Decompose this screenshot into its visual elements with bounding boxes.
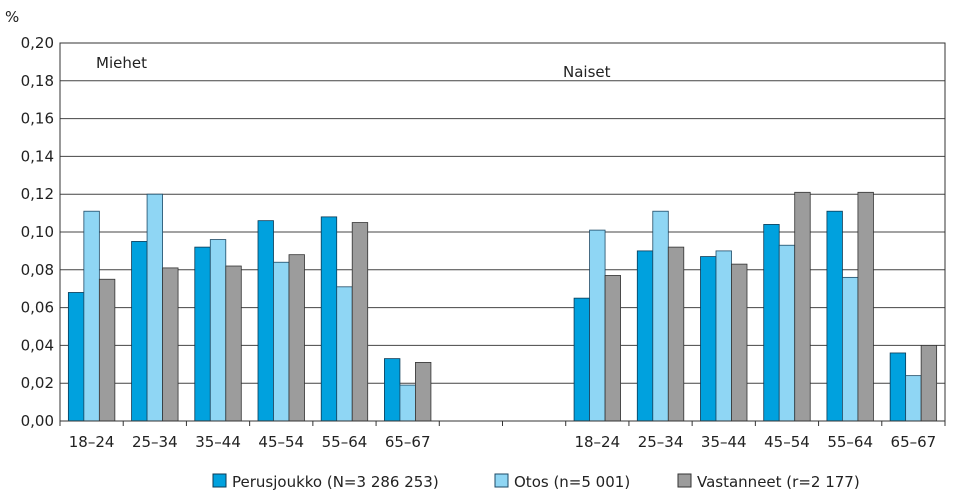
bar: [573, 297, 590, 422]
bar: [225, 265, 242, 422]
y-tick-label: 0,18: [21, 72, 54, 90]
plot-frame: [59, 42, 946, 422]
bar: [257, 220, 274, 422]
legend-label: Vastanneet (r=2 177): [697, 473, 860, 491]
y-tick-label: 0,10: [21, 223, 54, 241]
bar: [889, 352, 907, 422]
bar: [826, 210, 843, 422]
legend-label: Perusjoukko (N=3 286 253): [232, 473, 439, 491]
y-tick-label: 0,16: [21, 110, 54, 128]
x-category-label: 55–64: [827, 433, 873, 451]
legend-swatch: [494, 473, 509, 488]
bar: [589, 229, 606, 422]
legend-swatch: [212, 473, 227, 488]
bar: [146, 193, 163, 422]
bar: [162, 267, 179, 422]
group-label-miehet: Miehet: [96, 54, 147, 72]
bar: [636, 250, 654, 422]
x-category-label: 35–44: [195, 433, 241, 451]
bar: [920, 344, 938, 422]
legend-swatch: [677, 473, 692, 488]
x-category-label: 65–67: [891, 433, 937, 451]
x-category-label: 18–24: [574, 433, 620, 451]
y-tick-label: 0,02: [21, 374, 54, 392]
bar: [652, 210, 669, 422]
legend-label: Otos (n=5 001): [514, 473, 630, 491]
bar: [320, 216, 338, 422]
bar: [194, 246, 211, 422]
bar: [351, 222, 369, 422]
bar: [384, 358, 401, 422]
bar: [288, 254, 305, 422]
x-category-label: 35–44: [701, 433, 747, 451]
bar: [67, 292, 85, 422]
x-category-label: 45–54: [764, 433, 810, 451]
bar: [763, 224, 780, 422]
bar: [778, 244, 796, 422]
x-category-label: 25–34: [638, 433, 684, 451]
bar: [98, 278, 116, 422]
legend: Perusjoukko (N=3 286 253) Otos (n=5 001) V…: [212, 473, 860, 491]
y-axis-ticks: 0,00 0,02 0,04 0,06 0,08 0,10 0,12 0,14 0,16 0,18…: [21, 34, 54, 430]
bar: [273, 261, 290, 422]
group-labels: Miehet Naiset: [96, 54, 611, 81]
bar: [399, 384, 416, 422]
bar: [83, 210, 100, 422]
y-tick-label: 0,04: [21, 336, 54, 354]
bar: [794, 191, 811, 422]
bar: [700, 256, 717, 422]
bar: [731, 263, 748, 422]
gridlines: [60, 80, 945, 384]
y-tick-label: 0,00: [21, 412, 54, 430]
bar: [842, 276, 859, 422]
y-tick-label: 0,08: [21, 261, 54, 279]
bar: [604, 275, 621, 422]
bar: [715, 250, 732, 422]
bar: [857, 191, 874, 422]
bar: [905, 375, 922, 422]
group-label-naiset: Naiset: [563, 63, 611, 81]
bar: [336, 286, 353, 422]
x-category-label: 65–67: [385, 433, 431, 451]
x-axis-labels: 18–24 25–34 35–44 45–54 55–64 65–67 18–24 25–34…: [59, 421, 946, 451]
y-tick-label: 0,14: [21, 147, 54, 165]
x-category-label: 18–24: [69, 433, 115, 451]
bar: [209, 239, 227, 422]
y-tick-label: 0,06: [21, 299, 54, 317]
x-category-label: 45–54: [258, 433, 304, 451]
bar: [667, 246, 685, 422]
x-category-label: 55–64: [322, 433, 368, 451]
bars: [67, 191, 938, 422]
bar: [415, 362, 432, 422]
bar: [131, 241, 148, 422]
y-tick-label: 0,12: [21, 185, 54, 203]
x-category-label: 25–34: [132, 433, 178, 451]
y-tick-label: 0,20: [21, 34, 54, 52]
y-axis-unit-label: %: [5, 8, 19, 26]
